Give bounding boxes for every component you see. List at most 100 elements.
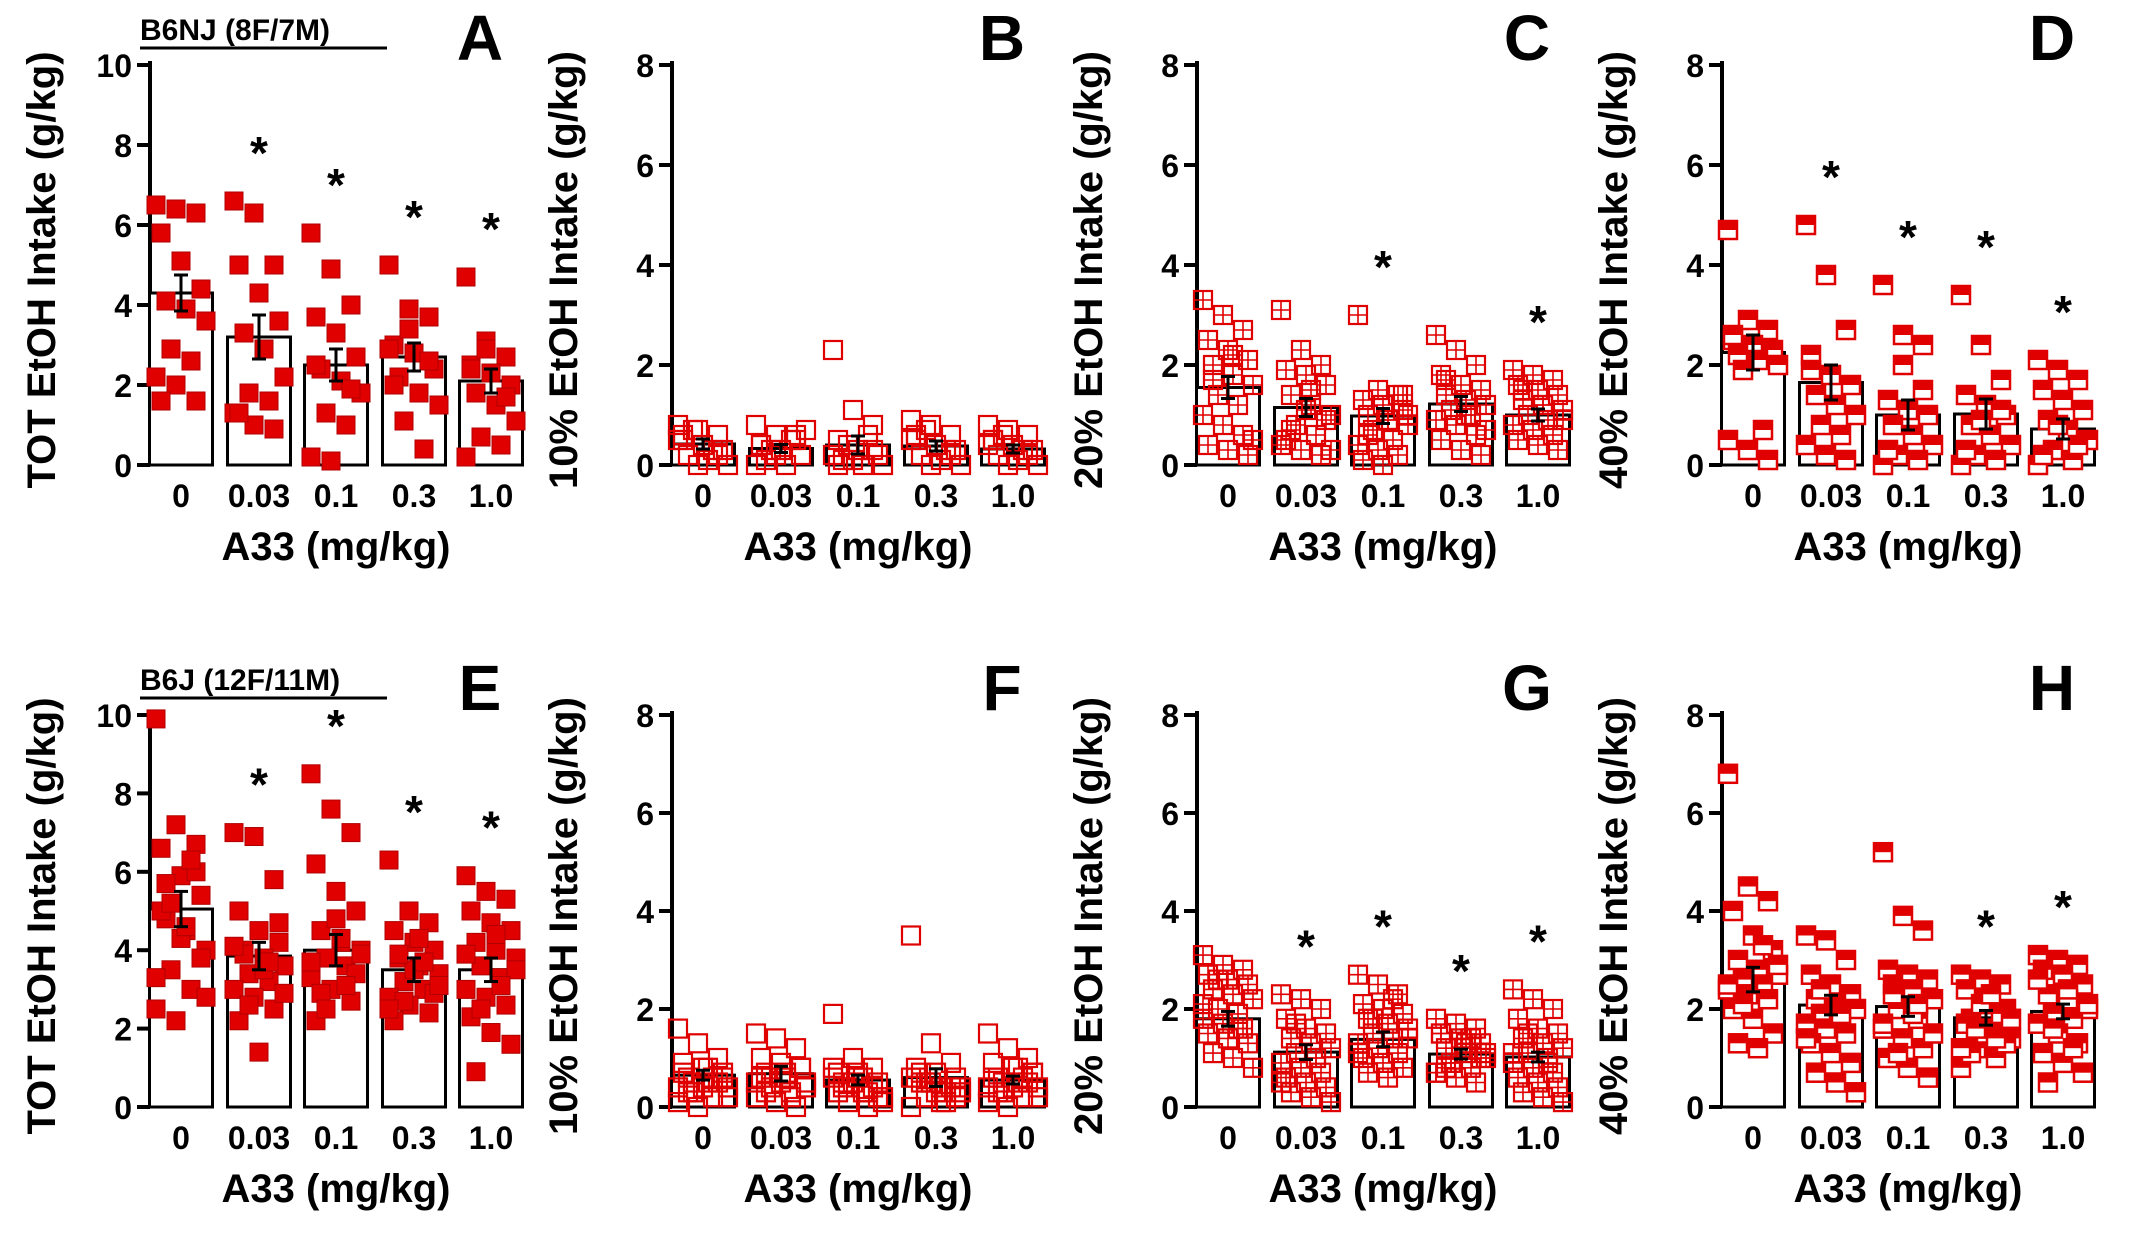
point-a-4-6 (466, 383, 486, 403)
point-b-4-13 (1017, 444, 1039, 466)
point-g-2-21 (1382, 989, 1404, 1010)
x-axis-title-g: A33 (mg/kg) (1269, 1167, 1498, 1211)
error-bar-a-0 (174, 273, 188, 313)
significance-star-e-1: * (250, 759, 268, 811)
y-tick-label-a-4: 8 (114, 128, 132, 164)
point-d-1-14 (1800, 359, 1822, 381)
x-tick-label-c-4: 1.0 (1516, 478, 1560, 514)
y-tick-label-b-1: 2 (636, 348, 654, 384)
point-e-2-4 (326, 881, 346, 901)
point-e-4-22 (456, 944, 476, 964)
point-g-0-17 (1202, 1042, 1224, 1064)
y-tick-label-e-1: 2 (114, 1012, 132, 1048)
point-h-2-19 (1922, 1023, 1944, 1044)
point-h-2-16 (1917, 1067, 1939, 1088)
point-c-2-14 (1352, 449, 1374, 471)
x-tick-label-f-0: 0 (694, 1120, 712, 1156)
point-d-0-11 (1717, 429, 1739, 451)
point-c-0-15 (1217, 439, 1239, 461)
point-g-3-13 (1465, 1072, 1487, 1093)
point-c-3-3 (1430, 364, 1452, 386)
point-a-1-9 (239, 383, 259, 403)
point-a-2-3 (306, 307, 326, 327)
point-h-1-19 (1845, 1082, 1867, 1103)
panel-f: 0 2 4 6 8 10% EtOH Intake (g/kg) 0 0.03 0.1 0.3 1.… (542, 652, 1049, 1211)
y-tick-label-b-3: 6 (636, 148, 654, 184)
y-tick-label-f-2: 4 (636, 894, 654, 930)
x-tick-label-c-3: 0.3 (1439, 478, 1483, 514)
point-g-4-0 (1502, 979, 1524, 1000)
point-a-1-0 (224, 191, 244, 211)
point-a-3-13 (419, 351, 439, 371)
significance-star-a-4: * (482, 203, 500, 255)
point-c-3-0 (1425, 324, 1447, 346)
y-tick-label-c-4: 8 (1161, 48, 1179, 84)
error-bar-d-4 (2056, 417, 2070, 441)
point-d-1-10 (1830, 424, 1852, 446)
x-tick-label-g-4: 1.0 (1516, 1120, 1560, 1156)
error-bar-a-1 (252, 313, 266, 361)
point-c-2-17 (1357, 424, 1379, 446)
significance-star-c-4: * (1529, 296, 1547, 348)
point-b-0-14 (672, 424, 694, 446)
point-h-1-18 (1825, 1072, 1847, 1093)
x-tick-label-e-2: 0.1 (314, 1120, 358, 1156)
point-h-0-16 (1762, 1023, 1784, 1044)
point-a-4-12 (476, 339, 496, 359)
point-g-2-17 (1357, 1062, 1379, 1083)
y-tick-label-d-0: 0 (1686, 448, 1704, 484)
point-d-3-10 (1985, 449, 2007, 471)
x-tick-label-h-0: 0 (1744, 1120, 1762, 1156)
point-a-0-11 (146, 367, 166, 387)
significance-star-g-3: * (1452, 945, 1470, 997)
point-f-3-19 (950, 1077, 972, 1098)
point-a-0-6 (156, 291, 176, 311)
point-d-4-2 (2067, 369, 2089, 391)
point-c-2-16 (1392, 384, 1414, 406)
y-axis-title-g: 20% EtOH Intake (g/kg) (1067, 697, 1111, 1135)
point-g-4-1 (1522, 989, 1544, 1010)
error-bar-b-1 (774, 443, 788, 454)
point-h-2-0 (1872, 841, 1894, 863)
y-axis-title-h: 40% EtOH Intake (g/kg) (1592, 697, 1636, 1135)
point-a-2-10 (336, 415, 356, 435)
error-bar-e-4 (484, 956, 498, 984)
y-tick-label-c-3: 6 (1161, 148, 1179, 184)
point-f-2-1 (842, 1047, 864, 1069)
y-tick-label-h-1: 2 (1686, 992, 1704, 1028)
point-e-4-20 (471, 999, 491, 1019)
point-f-1-22 (745, 1072, 767, 1093)
point-b-1-14 (750, 434, 772, 456)
point-c-0-11 (1192, 404, 1214, 426)
point-d-2-1 (1892, 324, 1914, 346)
point-g-0-14 (1197, 1023, 1219, 1044)
point-e-0-1 (166, 815, 186, 835)
point-e-4-16 (501, 1034, 521, 1054)
point-e-0-22 (146, 968, 166, 988)
point-a-1-1 (244, 203, 264, 223)
x-tick-label-d-3: 0.3 (1964, 478, 2008, 514)
point-e-1-11 (224, 979, 244, 999)
y-tick-label-a-0: 0 (114, 448, 132, 484)
point-f-3-11 (900, 1096, 922, 1118)
error-bar-f-4 (1006, 1074, 1020, 1086)
point-b-3-11 (900, 429, 922, 451)
point-c-0-8 (1242, 374, 1264, 396)
x-tick-label-d-4: 1.0 (2041, 478, 2085, 514)
point-a-2-0 (301, 223, 321, 243)
point-a-4-8 (506, 411, 526, 431)
point-b-2-0 (822, 339, 844, 361)
point-a-2-4 (326, 323, 346, 343)
point-a-4-2 (496, 347, 516, 367)
point-f-3-0 (900, 925, 922, 946)
x-tick-label-g-3: 0.3 (1439, 1120, 1483, 1156)
point-a-0-2 (186, 203, 206, 223)
point-d-3-1 (1970, 334, 1992, 356)
point-a-0-3 (151, 223, 171, 243)
point-h-1-16 (1840, 1052, 1862, 1074)
point-f-0-1 (687, 1033, 709, 1054)
point-h-0-3 (1722, 900, 1744, 922)
x-tick-label-d-2: 0.1 (1886, 478, 1930, 514)
point-d-4-14 (2032, 444, 2054, 466)
point-c-3-18 (1455, 404, 1477, 426)
